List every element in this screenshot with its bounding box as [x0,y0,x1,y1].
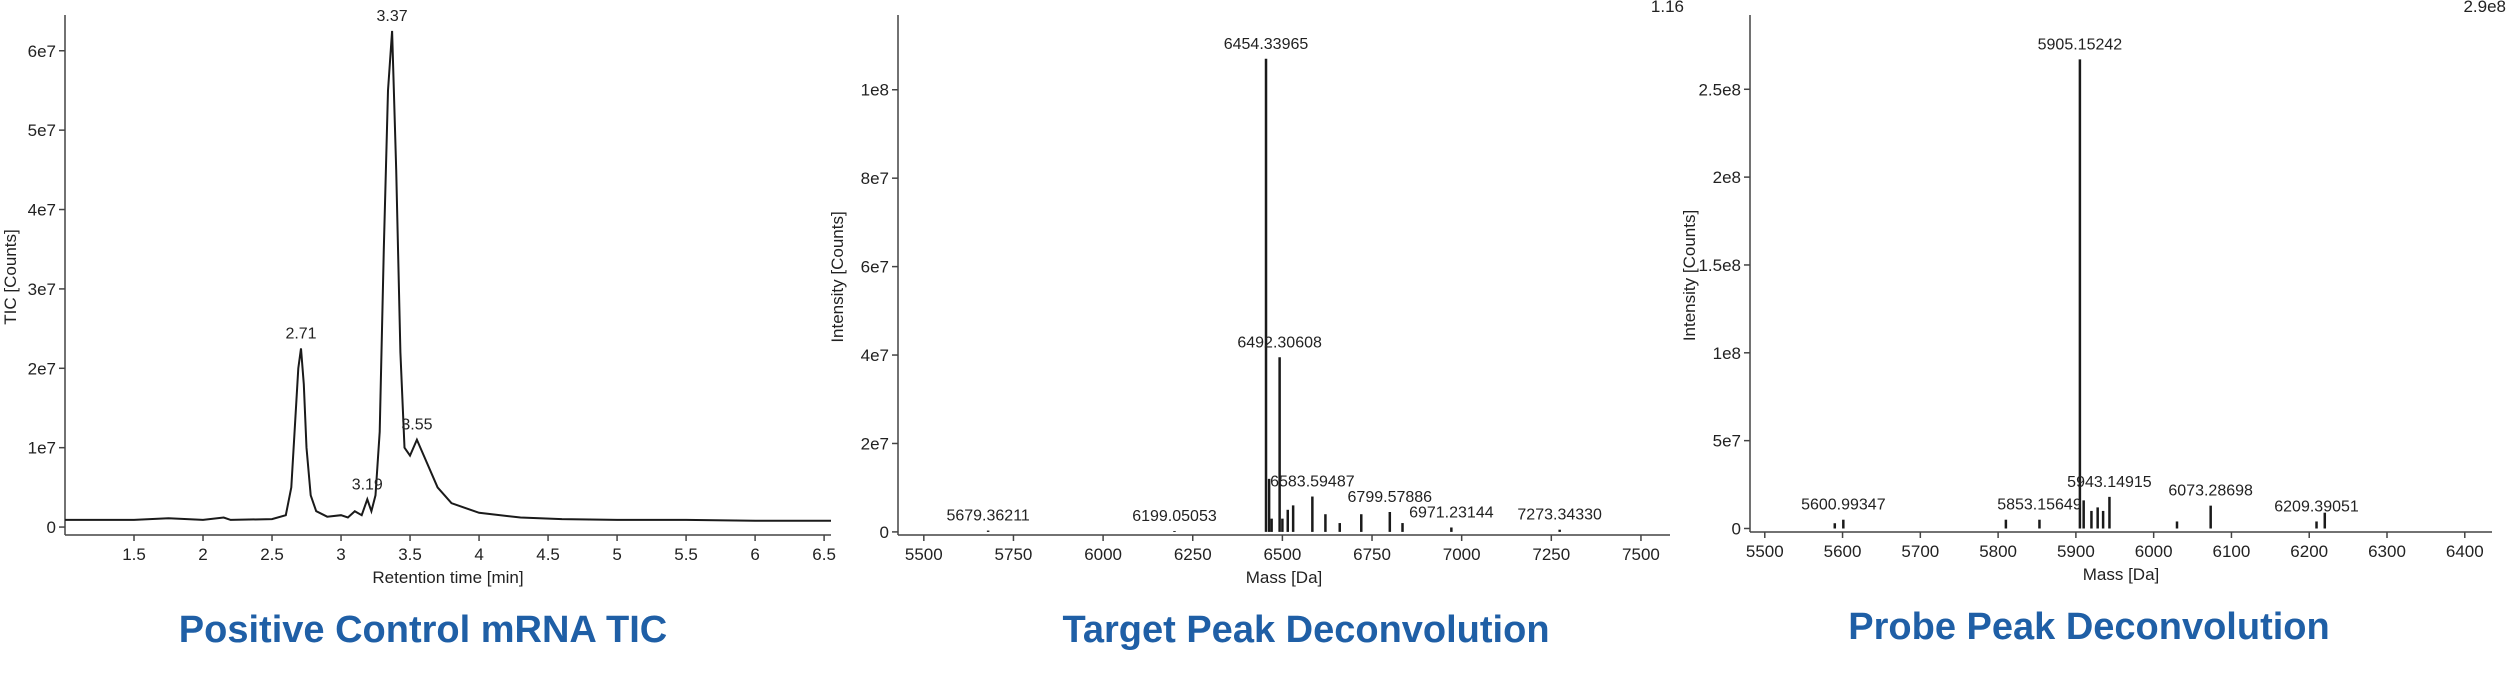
chart-title: Probe Peak Deconvolution [1848,606,2329,648]
y-tick-label: 3e7 [28,280,56,299]
x-axis-label: Retention time [min] [372,568,523,587]
y-tick-label: 6e7 [861,258,889,277]
x-tick-label: 6100 [2213,542,2251,561]
x-tick-label: 6500 [1263,545,1301,564]
x-tick-label: 6400 [2446,542,2484,561]
chart-panel: 0 5e7 1e8 1.5e8 2e8 2.5e8 5500 5600 5700 5800 5900… [1680,0,2506,648]
x-tick-label: 6000 [2135,542,2173,561]
peak-label: 6209.39051 [2274,498,2359,515]
y-axis-label: TIC [Counts] [1,229,20,324]
x-tick-label: 5800 [1979,542,2017,561]
x-tick-label: 2.5 [260,545,284,564]
peak-label: 5600.99347 [1801,497,1886,514]
x-tick-label: 6300 [2368,542,2406,561]
y-tick-label: 2e7 [861,434,889,453]
chart-title: Target Peak Deconvolution [1062,609,1549,651]
corner-label: 1.16 [1651,0,1684,16]
x-tick-label: 5500 [905,545,943,564]
y-axis-label: Intensity [Counts] [1680,210,1699,341]
x-tick-label: 3.5 [398,545,422,564]
x-tick-label: 4.5 [536,545,560,564]
y-tick-label: 0 [880,523,889,542]
tic-line [65,30,831,522]
x-tick-label: 5.5 [674,545,698,564]
peak-label: 6199.05053 [1132,508,1217,525]
y-tick-label: 0 [47,518,56,537]
y-tick-label: 4e7 [861,346,889,365]
peak-label: 3.37 [377,8,408,25]
peak-label: 6583.59487 [1270,474,1355,491]
y-tick-label: 5e7 [28,121,56,140]
y-tick-label: 2.5e8 [1698,80,1741,99]
y-tick-label: 6e7 [28,42,56,61]
peak-label: 5679.36211 [946,508,1029,525]
x-tick-label: 3 [336,545,345,564]
y-tick-label: 4e7 [28,201,56,220]
x-tick-label: 5500 [1746,542,1784,561]
y-axis-label: Intensity [Counts] [828,211,847,342]
x-tick-label: 6250 [1174,545,1212,564]
peak-label: 6492.30608 [1237,334,1322,351]
peak-label: 3.19 [352,476,383,493]
peak-label: 6073.28698 [2168,483,2253,500]
x-tick-label: 2 [198,545,207,564]
peak-label: 6454.33965 [1224,36,1309,53]
peak-label: 5905.15242 [2038,36,2123,53]
x-tick-label: 7000 [1443,545,1481,564]
y-tick-label: 1e8 [861,81,889,100]
peak-label: 3.55 [401,417,432,434]
y-tick-label: 1e7 [28,439,56,458]
chart-panel: 0 2e7 4e7 6e7 8e7 1e8 5500 5750 6000 6250 6500 6750… [828,0,1684,651]
x-tick-label: 4 [474,545,483,564]
peak-label: 5853.15649 [1997,497,2082,514]
y-tick-label: 5e7 [1713,432,1741,451]
x-tick-label: 5900 [2057,542,2095,561]
y-tick-label: 1.5e8 [1698,256,1741,275]
corner-label: 2.9e8 [2463,0,2506,16]
peak-label: 7273.34330 [1517,507,1602,524]
x-tick-label: 6200 [2290,542,2328,561]
y-tick-label: 2e7 [28,359,56,378]
x-tick-label: 7250 [1532,545,1570,564]
chart-title: Positive Control mRNA TIC [179,609,667,651]
x-tick-label: 5600 [1824,542,1862,561]
x-tick-label: 6 [750,545,759,564]
x-tick-label: 6000 [1084,545,1122,564]
y-tick-label: 8e7 [861,169,889,188]
chart-panel: 0 1e7 2e7 3e7 4e7 5e7 6e7 1.5 2 2.5 3 3.5 4 4.5 5 5.5 6 6… [1,8,836,651]
x-tick-label: 6.5 [812,545,836,564]
y-tick-label: 2e8 [1713,168,1741,187]
peak-label: 5943.14915 [2067,474,2152,491]
peak-label: 6971.23144 [1409,504,1494,521]
x-axis-label: Mass [Da] [2083,565,2160,584]
x-tick-label: 7500 [1622,545,1660,564]
y-tick-label: 0 [1732,519,1741,538]
peak-label: 2.71 [285,325,316,342]
x-tick-label: 6750 [1353,545,1391,564]
peak-label: 6799.57886 [1348,489,1433,506]
x-tick-label: 1.5 [122,545,146,564]
x-axis-label: Mass [Da] [1246,568,1323,587]
x-tick-label: 5750 [995,545,1033,564]
x-tick-label: 5 [612,545,621,564]
x-tick-label: 5700 [1901,542,1939,561]
y-tick-label: 1e8 [1713,344,1741,363]
